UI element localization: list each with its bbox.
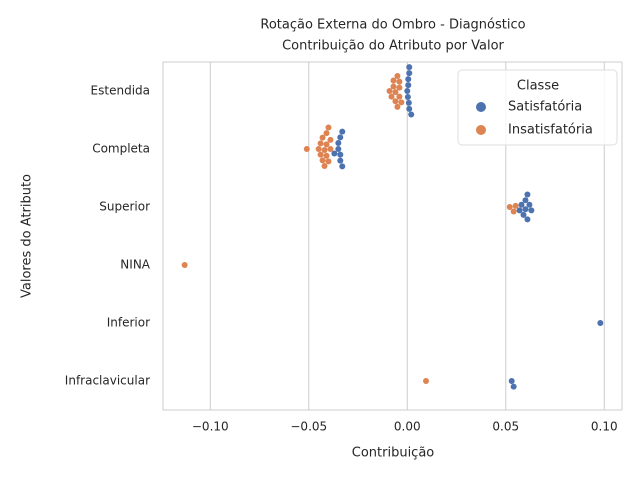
x-axis-label: Contribuição (352, 446, 435, 461)
data-point (339, 128, 346, 135)
data-point (303, 146, 310, 152)
data-point (327, 146, 334, 152)
data-point (392, 98, 399, 105)
data-point (520, 211, 527, 218)
data-point (321, 147, 328, 154)
x-tick-label: 0.05 (492, 420, 519, 434)
data-point (405, 99, 412, 106)
data-point (406, 64, 413, 71)
x-tick-label: 0.00 (394, 420, 421, 434)
data-point (325, 124, 332, 131)
data-point (406, 70, 413, 77)
legend-title: Classe (517, 79, 559, 94)
plot-frame (162, 61, 623, 411)
x-tick-label: −0.05 (290, 420, 327, 434)
data-point (406, 105, 413, 112)
data-point (317, 140, 324, 147)
data-point (392, 89, 399, 96)
data-point (319, 134, 326, 141)
y-tick-label: Estendida (91, 84, 150, 98)
data-point (396, 93, 403, 100)
data-point (510, 208, 517, 215)
data-point (524, 216, 531, 223)
data-point (398, 99, 405, 106)
data-point (506, 204, 513, 210)
y-tick-label: Infraclavicular (65, 374, 150, 388)
x-tick-label: −0.10 (192, 420, 229, 434)
x-tick-label: 0.10 (591, 420, 618, 434)
y-tick-label: Completa (92, 142, 150, 156)
data-point (323, 152, 330, 159)
data-point (337, 151, 344, 158)
data-point (422, 378, 429, 384)
data-point (597, 320, 604, 326)
data-point (405, 82, 412, 89)
data-point (528, 207, 535, 214)
data-point (331, 150, 338, 157)
data-point (319, 157, 326, 164)
data-point (181, 262, 188, 268)
data-point (522, 197, 529, 204)
legend-marker (476, 125, 486, 135)
data-point (405, 76, 412, 83)
data-point (386, 88, 393, 94)
chart-title: Contribuição do Atributo por Valor (282, 39, 504, 54)
data-point (404, 88, 411, 94)
data-point (325, 158, 332, 165)
y-axis-label: Valores do Atributo (20, 174, 35, 298)
data-point (396, 78, 403, 85)
data-point (323, 130, 330, 137)
data-point (339, 163, 346, 170)
y-tick-label: NINA (120, 258, 150, 272)
data-point (335, 140, 342, 146)
chart-title: Rotação Externa do Ombro - Diagnóstico (260, 18, 525, 33)
data-point (388, 93, 395, 100)
data-point (518, 201, 525, 208)
data-point (321, 163, 328, 170)
data-point (390, 83, 397, 90)
data-point (524, 191, 531, 198)
legend-label: Insatisfatória (508, 123, 593, 138)
y-tick-label: Superior (99, 200, 150, 214)
data-point (522, 206, 529, 213)
data-point (404, 93, 411, 100)
data-point (516, 207, 523, 214)
data-point (508, 378, 515, 384)
data-point (408, 111, 415, 118)
data-point (337, 157, 344, 164)
data-point (317, 151, 324, 158)
data-point (323, 141, 330, 148)
data-point (510, 383, 517, 390)
data-point (396, 84, 403, 91)
data-point (335, 146, 342, 152)
data-point (526, 201, 533, 208)
data-point (390, 77, 397, 84)
data-point (337, 134, 344, 141)
data-point (327, 136, 334, 143)
data-point (315, 146, 322, 152)
legend-marker (476, 102, 486, 112)
data-point (394, 103, 401, 110)
data-point (394, 72, 401, 79)
data-point (512, 202, 519, 209)
y-tick-label: Inferior (107, 316, 150, 330)
legend-box (457, 69, 618, 146)
legend-label: Satisfatória (508, 100, 582, 115)
